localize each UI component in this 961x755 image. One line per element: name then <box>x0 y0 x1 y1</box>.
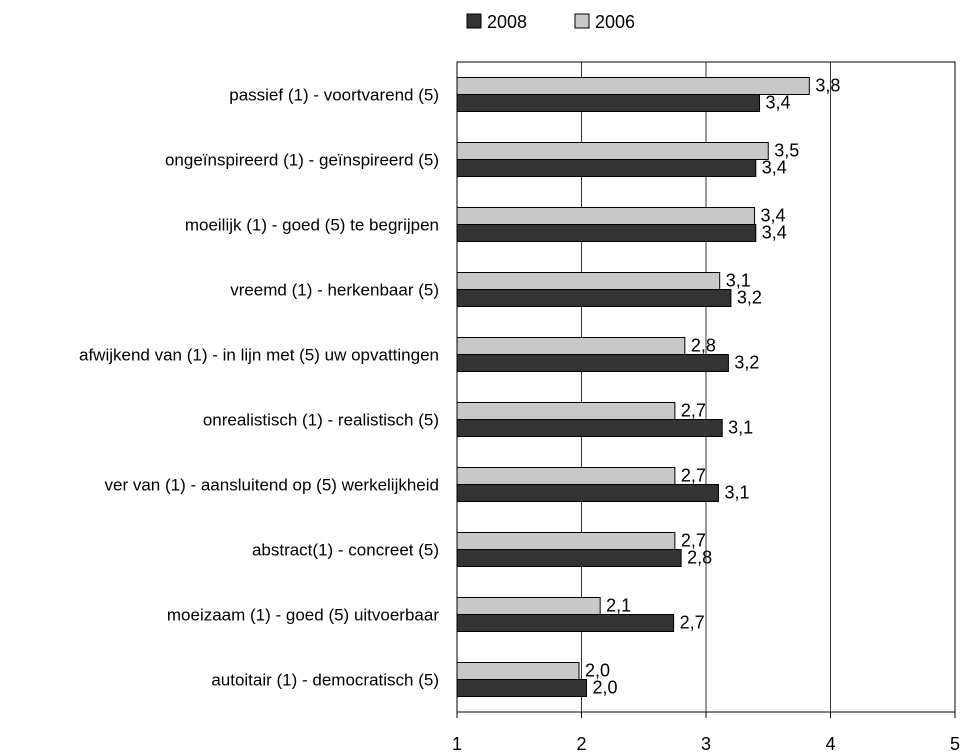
value-label-2006: 2,7 <box>681 531 706 551</box>
category-label: passief (1) - voortvarend (5) <box>229 86 439 105</box>
value-label-2006: 2,7 <box>681 401 706 421</box>
bar-2008 <box>456 484 719 502</box>
category-label: ver van (1) - aansluitend op (5) werkeli… <box>105 476 440 495</box>
legend-label-2006: 2006 <box>595 12 635 32</box>
bar-2006 <box>456 77 810 95</box>
legend-swatch-2008 <box>466 13 482 29</box>
bar-2006 <box>456 532 676 550</box>
plot-area: 1 2 3 4 5 passief (1) - voortvarend (5) 3,8 3,4… <box>79 61 960 754</box>
value-label-2006: 2,0 <box>585 661 610 681</box>
value-label-2008: 3,4 <box>766 93 791 113</box>
value-label-2008: 2,0 <box>592 678 617 698</box>
value-label-2008: 3,2 <box>737 288 762 308</box>
value-label-2006: 3,1 <box>726 271 751 291</box>
legend-swatch-2006 <box>574 13 590 29</box>
bar-2008 <box>456 289 732 307</box>
category-label: autoitair (1) - democratisch (5) <box>211 671 439 690</box>
category-label: ongeïnspireerd (1) - geïnspireerd (5) <box>165 151 439 170</box>
bar-2008 <box>456 614 675 632</box>
bar-2006 <box>456 207 756 225</box>
bar-2008 <box>456 94 761 112</box>
value-label-2006: 2,8 <box>691 336 716 356</box>
bar-2008 <box>456 419 723 437</box>
category-label: onrealistisch (1) - realistisch (5) <box>203 411 439 430</box>
bar-2006 <box>456 337 686 355</box>
x-tick-label: 5 <box>950 734 960 754</box>
value-label-2008: 3,4 <box>762 158 787 178</box>
category-label: vreemd (1) - herkenbaar (5) <box>230 281 439 300</box>
value-label-2008: 3,1 <box>724 483 749 503</box>
bar-2008 <box>456 224 757 242</box>
value-label-2008: 2,7 <box>680 613 705 633</box>
category-label: moeizaam (1) - goed (5) uitvoerbaar <box>167 606 439 625</box>
bar-2006 <box>456 402 676 420</box>
x-tick-label: 2 <box>576 734 586 754</box>
bar-2008 <box>456 159 757 177</box>
value-label-2006: 2,1 <box>606 596 631 616</box>
bar-2006 <box>456 467 676 485</box>
value-label-2006: 3,5 <box>774 141 799 161</box>
value-label-2006: 2,7 <box>681 466 706 486</box>
category-label: afwijkend van (1) - in lijn met (5) uw o… <box>79 346 439 365</box>
value-label-2006: 3,4 <box>761 206 786 226</box>
value-label-2008: 3,1 <box>728 418 753 438</box>
bar-2008 <box>456 549 682 567</box>
category-label: moeilijk (1) - goed (5) te begrijpen <box>185 216 439 235</box>
x-tick-label: 1 <box>452 734 462 754</box>
bar-2008 <box>456 679 587 697</box>
value-label-2008: 3,4 <box>762 223 787 243</box>
bar-2006 <box>456 662 580 680</box>
value-label-2008: 2,8 <box>687 548 712 568</box>
value-label-2008: 3,2 <box>734 353 759 373</box>
legend-label-2008: 2008 <box>487 12 527 32</box>
bar-2006 <box>456 272 721 290</box>
x-tick-label: 3 <box>701 734 711 754</box>
category-label: abstract(1) - concreet (5) <box>252 541 439 560</box>
bar-2008 <box>456 354 729 372</box>
value-label-2006: 3,8 <box>815 76 840 96</box>
bar-2006 <box>456 597 601 615</box>
legend: 2008 2006 <box>466 12 635 32</box>
x-tick-label: 4 <box>825 734 835 754</box>
bar-2006 <box>456 142 769 160</box>
